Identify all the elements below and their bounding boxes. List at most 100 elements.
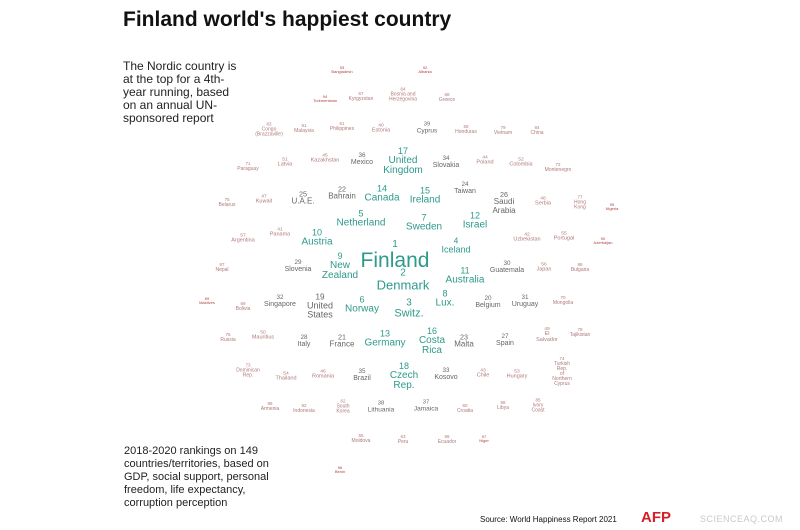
country-rank: 88 [577,262,583,268]
country-rank: 53 [514,369,520,375]
country-rank: 7 [421,212,427,223]
country-name: Cyprus [416,127,438,135]
country-item: 30 Guatemala [490,260,524,275]
country-rank: 51 [282,157,288,163]
country-item: 8 Lux. [436,289,455,309]
country-name: Moldova [351,437,371,444]
country-item: 31 Uruguay [512,294,538,309]
country-rank: 60 [462,403,468,409]
country-item: 56 Japan [537,263,552,274]
country-name: Benin [334,469,346,474]
country-rank: 72 [555,162,561,168]
country-name: United Kingdom [383,155,423,177]
country-item: 73 Dominican Rep. [236,362,260,379]
country-name: Peru [397,438,409,445]
country-rank: 97 [481,433,487,439]
country-item: 1 Finland [361,240,430,272]
country-name: Portugal [553,235,575,242]
country-item: 72 Montenegro [545,163,572,173]
country-rank: 40 [378,123,384,129]
country-name: Malta [454,339,474,349]
country-rank: 90 [600,235,606,241]
country-rank: 65 [358,433,364,439]
country-item: 75 Belarus [219,198,236,208]
country-rank: 9 [337,251,343,262]
country-item: 85 Ivory Coast [531,398,544,414]
country-item: 59 Honduras [455,125,477,135]
country-name: Denmark [376,277,430,293]
country-item: 2 Denmark [376,267,430,293]
country-item: 38 Lithuania [367,400,395,415]
page-subtitle: The Nordic country is at the top for a 4… [123,59,237,125]
country-rank: 17 [397,146,408,157]
country-name: Romania [311,373,335,380]
country-rank: 70 [560,295,566,301]
country-item: 62 South Korea [336,399,349,415]
country-name: Brazil [353,375,371,383]
country-name: Indonesia [293,407,315,414]
country-rank: 31 [521,294,529,302]
country-item: 28 Italy [298,334,311,349]
country-name: Turkmenistan [312,98,338,103]
country-rank: 73 [245,362,251,368]
country-name: Belgium [475,302,501,310]
country-name: Slovenia [284,266,312,274]
country-rank: 3 [406,297,412,309]
country-item: 48 Serbia [535,197,551,208]
country-item: 12 Israel [463,211,487,231]
country-item: 6 Norway [345,295,379,315]
country-rank: 54 [283,371,289,377]
country-name: Philippines [329,125,355,132]
country-item: 50 Mauritius [252,331,274,342]
country-item: 68 Greece [439,93,455,103]
country-rank: 36 [358,152,366,160]
country-rank: 45 [322,153,328,159]
country-name: Armenia [260,405,280,412]
country-name: Estonia [371,127,391,134]
country-name: Albania [418,69,432,74]
country-rank: 42 [524,232,530,238]
country-rank: 13 [379,328,390,339]
country-name: Iceland [441,244,471,255]
methodology-note: 2018-2020 rankings on 149 countries/terr… [124,445,269,509]
country-item: 25 U.A.E. [291,190,314,206]
country-item: 35 Brazil [353,368,371,383]
country-item: 41 Panama [270,228,291,239]
country-rank: 57 [240,233,246,239]
country-name: Ireland [409,194,441,206]
country-name: Kazakhstan [310,157,340,164]
country-name: Libya [497,404,509,411]
country-name: Nepal [215,266,229,273]
country-item: 20 Belgium [475,295,501,310]
country-rank: 68 [444,92,450,98]
country-item: 46 Romania [312,370,334,381]
country-item: 16 Costa Rica [419,327,445,357]
country-rank: 11 [460,265,470,276]
country-name: Taiwan [454,188,476,196]
country-name: Dominican Rep. [236,367,260,379]
country-item: 83 Congo (Brazzaville) [255,122,283,138]
country-rank: 28 [300,334,308,342]
country-rank: 21 [338,332,346,342]
country-item: 42 Uzbekistan [513,233,540,244]
country-name: Montenegro [544,166,572,173]
country-name: Singapore [264,301,296,309]
country-rank: 5 [358,208,364,219]
country-name: Serbia [535,200,551,207]
country-item: 26 Saudi Arabia [492,191,515,215]
country-rank: 2 [400,267,406,279]
country-item: 58 Libya [497,401,509,411]
country-name: Norway [345,303,379,315]
country-name: Niger [479,438,489,443]
country-item: 60 Croatia [457,404,473,414]
country-name: Lithuania [367,406,395,414]
country-rank: 18 [398,361,410,372]
country-name: U.A.E. [291,196,315,206]
country-item: 63 Peru [398,435,409,445]
country-item: 29 Slovenia [284,259,312,274]
afp-logo-text: AFP [641,509,671,525]
country-rank: 38 [377,400,385,407]
country-item: 15 Ireland [409,186,441,206]
country-name: Sweden [405,221,443,233]
country-rank: 79 [500,125,506,131]
